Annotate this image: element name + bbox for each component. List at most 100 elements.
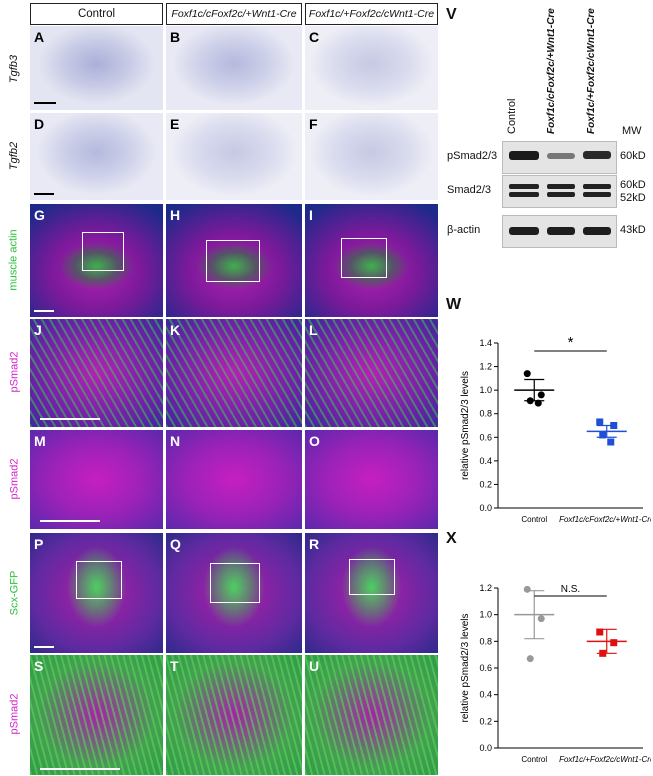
panel-letter: O xyxy=(309,433,320,449)
panel-j-fluorescence: J xyxy=(30,319,163,427)
row-label-psmad2-1: pSmad2 xyxy=(2,318,26,426)
band xyxy=(509,192,539,197)
y-tick-label: 0.6 xyxy=(479,663,492,673)
panel-letter: N xyxy=(170,433,181,449)
inset-box xyxy=(349,559,395,595)
data-point xyxy=(599,431,607,439)
data-point xyxy=(599,649,607,657)
panel-a-ish: A xyxy=(30,26,163,110)
data-point xyxy=(526,397,534,405)
panel-letter: H xyxy=(170,207,181,223)
panel-letter: C xyxy=(309,29,320,45)
panel-letter: J xyxy=(34,322,42,338)
chart-x: 0.0 0.2 0.4 0.6 0.8 1.0 1.2 relative pSmad2/3 l… xyxy=(460,583,651,764)
y-tick-label: 0.2 xyxy=(479,479,492,489)
y-tick-label: 1.4 xyxy=(479,338,492,348)
row-label-text: pSmad2 xyxy=(8,351,21,393)
row-label-psmad2-3: pSmad2 xyxy=(2,654,26,774)
y-tick-label: 0.4 xyxy=(479,690,492,700)
inset-box xyxy=(82,232,124,271)
panel-letter: P xyxy=(34,536,44,552)
data-point xyxy=(523,370,531,378)
panel-letter: Q xyxy=(170,536,181,552)
y-tick-label: 1.2 xyxy=(479,362,492,372)
row-label-text: pSmad2 xyxy=(8,693,21,735)
panel-letter-x: X xyxy=(446,530,457,547)
y-tick-label: 0.0 xyxy=(479,743,492,753)
scale-bar xyxy=(40,418,100,420)
inset-box xyxy=(76,561,122,599)
scale-bar xyxy=(34,193,54,195)
band xyxy=(547,227,575,235)
panel-l-fluorescence: L xyxy=(305,319,438,427)
panel-letter: S xyxy=(34,658,44,674)
panel-o-fluorescence: O xyxy=(305,430,438,529)
data-point xyxy=(526,655,534,663)
blot-psmad23 xyxy=(502,141,617,174)
panel-letter: L xyxy=(309,322,318,338)
lane-label-control: Control xyxy=(506,98,518,134)
row-label-text: muscle actin xyxy=(8,229,21,291)
panel-k-fluorescence: K xyxy=(166,319,302,427)
y-tick-label: 1.0 xyxy=(479,385,492,395)
mw-label: 52kD xyxy=(620,192,646,204)
blot-beta-actin xyxy=(502,215,617,248)
mw-label: 60kD xyxy=(620,150,646,162)
panel-u-fluorescence: U xyxy=(305,655,438,775)
mw-label: 43kD xyxy=(620,224,646,236)
data-point xyxy=(537,615,545,623)
row-label-scx-gfp: Scx-GFP xyxy=(2,534,26,652)
y-tick-label: 0.4 xyxy=(479,456,492,466)
band xyxy=(509,184,539,189)
y-tick-label: 1.2 xyxy=(479,583,492,593)
band xyxy=(509,227,539,235)
blot-label-psmad23: pSmad2/3 xyxy=(447,150,498,162)
panel-q-fluorescence: Q xyxy=(166,533,302,653)
panel-letter: K xyxy=(170,322,181,338)
scale-bar xyxy=(40,768,120,770)
blot-smad23 xyxy=(502,175,617,208)
band xyxy=(547,184,575,189)
panel-p-fluorescence: P xyxy=(30,533,163,653)
scale-bar xyxy=(34,310,54,312)
data-point xyxy=(596,418,604,426)
mw-header: MW xyxy=(622,125,642,137)
row-label-tgfb3: Tgfb3 xyxy=(2,28,26,110)
panel-letter: E xyxy=(170,116,180,132)
panel-f-ish: F xyxy=(305,113,438,200)
row-label-text: Scx-GFP xyxy=(8,570,20,616)
panel-letter: I xyxy=(309,207,313,223)
y-axis-label: relative pSmad2/3 levels xyxy=(460,614,471,723)
band xyxy=(547,153,575,159)
band xyxy=(583,227,611,235)
scale-bar xyxy=(40,520,100,522)
data-point xyxy=(607,438,615,446)
panel-letter: G xyxy=(34,207,45,223)
chart-w: 0.0 0.2 0.4 0.6 0.8 1.0 1.2 1.4 relative pSmad2/… xyxy=(460,334,651,524)
panel-c-ish: C xyxy=(305,26,438,110)
band xyxy=(583,151,611,159)
panel-m-fluorescence: M xyxy=(30,430,163,529)
panel-letter: F xyxy=(309,116,318,132)
y-tick-label: 0.0 xyxy=(479,503,492,513)
x-tick-label: Control xyxy=(521,515,547,524)
panel-letter: B xyxy=(170,29,181,45)
header-text: Foxf1c/cFoxf2c/+Wnt1-Cre xyxy=(171,8,297,20)
band xyxy=(583,192,611,197)
blot-label-smad23: Smad2/3 xyxy=(447,184,492,196)
data-point xyxy=(537,391,545,399)
panel-letter: A xyxy=(34,29,45,45)
panel-letter-v: V xyxy=(446,6,457,23)
data-point xyxy=(534,399,542,407)
y-tick-label: 0.8 xyxy=(479,409,492,419)
panel-letter: M xyxy=(34,433,46,449)
scale-bar xyxy=(34,646,54,648)
scale-bar xyxy=(34,102,56,104)
panel-letter-w: W xyxy=(446,296,462,313)
row-label-muscle-actin: muscle actin xyxy=(2,205,26,315)
y-tick-label: 0.6 xyxy=(479,432,492,442)
panel-h-fluorescence: H xyxy=(166,204,302,317)
panel-e-ish: E xyxy=(166,113,302,200)
lane-label-foxf1cc: Foxf1c/cFoxf2c/+Wnt1-Cre xyxy=(546,8,557,134)
row-label-text: Tgfb3 xyxy=(8,54,21,84)
